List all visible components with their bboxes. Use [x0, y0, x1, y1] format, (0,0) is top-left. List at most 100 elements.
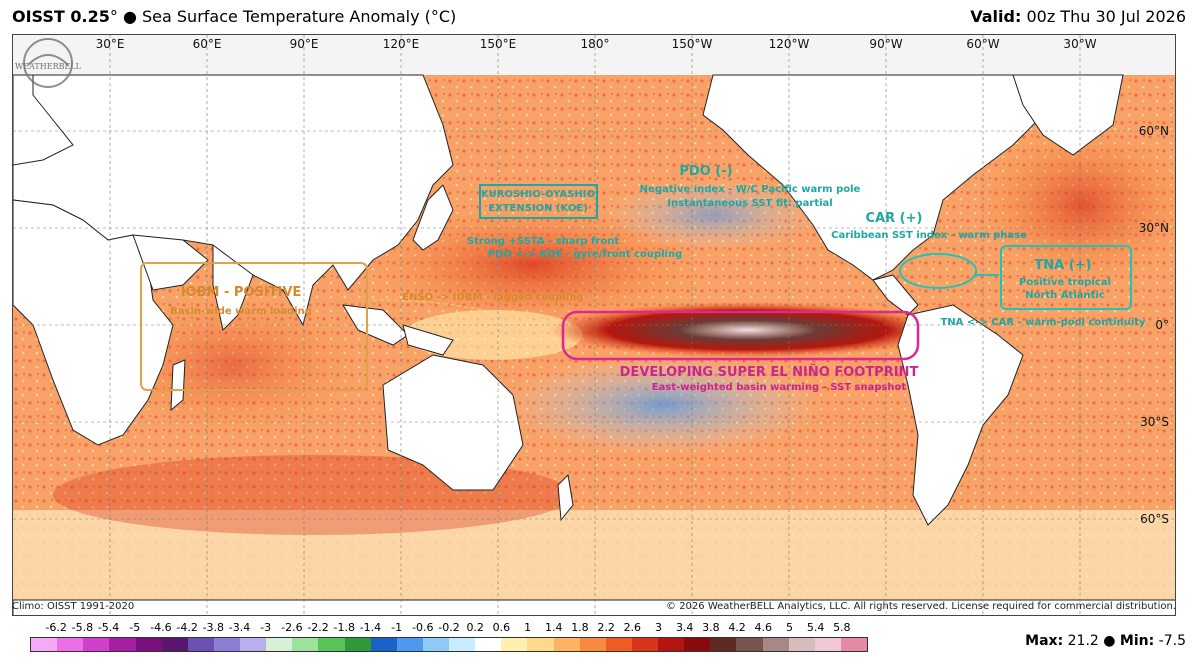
colorbar-swatch — [840, 638, 867, 651]
tna-note-region: North Atlantic — [1025, 290, 1105, 301]
india — [212, 244, 254, 331]
lon-label: 90°W — [869, 37, 903, 51]
colorbar-swatch — [187, 638, 214, 651]
colorbar-swatch — [631, 638, 658, 651]
lon-label: 150°E — [479, 37, 517, 51]
max-value: 21.2 — [1067, 633, 1099, 649]
east-north-pacific-cool — [603, 180, 823, 250]
pdo-note-fit: Instantaneous SST fit: partial — [667, 198, 833, 209]
japan — [412, 184, 454, 251]
australia — [382, 354, 524, 491]
lon-label: 60°W — [966, 37, 1000, 51]
colorbar-tick-label: -3.8 — [202, 621, 225, 634]
degree-mark: ° — [109, 7, 118, 26]
colorbar-swatch — [684, 638, 711, 651]
colorbar-swatch — [501, 638, 528, 651]
colorbar-swatch — [814, 638, 841, 651]
central-america — [872, 274, 919, 316]
car-oval — [899, 253, 977, 289]
tna-box — [1000, 245, 1132, 310]
car-note: Caribbean SST index - warm phase — [831, 230, 1027, 241]
colorbar-swatch — [475, 638, 502, 651]
colorbar-swatch — [240, 638, 267, 651]
max-min-readout: Max: 21.2 ● Min: -7.5 — [1025, 633, 1186, 649]
colorbar-swatch — [658, 638, 685, 651]
colorbar-tick-label: -5 — [129, 621, 141, 634]
map-title: OISST 0.25° ● Sea Surface Temperature An… — [12, 7, 456, 26]
colorbar-tick-label: -3.4 — [228, 621, 251, 634]
colorbar-tick-label: 0.2 — [466, 621, 484, 634]
lon-label: 60°E — [192, 37, 222, 51]
colorbar-tick-label: -1.8 — [333, 621, 355, 634]
valid-value: 00z Thu 30 Jul 2026 — [1026, 7, 1186, 26]
colorbar-tick-label: 5.8 — [833, 621, 851, 634]
colorbar-tick-label: 5.4 — [806, 621, 825, 634]
readout-separator: ● — [1103, 633, 1116, 649]
max-label: Max: — [1025, 633, 1064, 649]
colorbar-swatch — [762, 638, 789, 651]
colorbar-tick-label: 0.6 — [492, 621, 511, 634]
colorbar-swatch — [788, 638, 815, 651]
lon-label: 30°E — [95, 37, 125, 51]
elnino-note: East-weighted basin warming - SST snapsh… — [651, 382, 907, 393]
colorbar-tick-label: 1 — [524, 621, 532, 634]
lon-label: 120°E — [382, 37, 420, 51]
colorbar-swatch — [605, 638, 632, 651]
colorbar-swatch — [135, 638, 162, 651]
bullet-separator: ● — [122, 7, 137, 26]
product-name: OISST 0.25 — [12, 7, 110, 26]
tna-title: TNA (+) — [1034, 258, 1092, 273]
tna-car-link-label: TNA <-> CAR - warm-pool continuity — [940, 317, 1146, 328]
iobm-title: IOBM - POSITIVE — [180, 285, 302, 300]
colorbar-swatch — [553, 638, 580, 651]
colorbar-swatch — [736, 638, 763, 651]
valid-time: Valid: 00z Thu 30 Jul 2026 — [970, 7, 1186, 26]
colorbar-tick-label: -1.4 — [359, 621, 382, 634]
colorbar-swatch — [710, 638, 737, 651]
elnino-title: DEVELOPING SUPER EL NIÑO FOOTPRINT — [619, 365, 919, 380]
enso-iobm-label: ENSO -> IOBM - lagged coupling — [402, 292, 584, 303]
colorbar-swatch — [83, 638, 110, 651]
colorbar-swatch — [422, 638, 449, 651]
colorbar-swatch — [109, 638, 136, 651]
north-atlantic-warm — [973, 125, 1175, 285]
colorbar-tick-label: -2.6 — [281, 621, 303, 634]
koe-title: KUROSHIO-OYASHIO — [481, 189, 595, 200]
min-value: -7.5 — [1158, 633, 1186, 649]
colorbar-tick-label: -4.2 — [176, 621, 198, 634]
colorbar-tick-label: -0.6 — [412, 621, 434, 634]
map-canvas — [13, 35, 1175, 615]
europe — [13, 74, 74, 166]
colorbar-swatch — [161, 638, 188, 651]
pdo-title: PDO (-) — [679, 164, 733, 179]
min-label: Min: — [1119, 633, 1155, 649]
valid-label: Valid: — [970, 7, 1022, 26]
colorbar-tick-label: -5.8 — [71, 621, 94, 634]
south-pacific-cool — [503, 355, 823, 455]
colorbar-tick-label: -5.4 — [97, 621, 120, 634]
iobm-note: Basin-wide warm loading — [170, 306, 312, 317]
enso-iobm-link — [372, 299, 484, 311]
lon-label: 120°W — [768, 37, 810, 51]
logo-text: WEATHERBELL — [15, 62, 82, 71]
lat-label: 60°N — [1138, 124, 1169, 138]
colorbar-swatch — [527, 638, 554, 651]
copyright-note: © 2026 WeatherBELL Analytics, LLC. All r… — [666, 601, 1176, 612]
new-guinea — [402, 324, 454, 356]
lon-label: 90°E — [289, 37, 319, 51]
lat-label: 60°S — [1140, 512, 1169, 526]
colorbar-tick-label: -1 — [391, 621, 403, 634]
colorbar-tick-label: 1.8 — [571, 621, 589, 634]
colorbar-tick-label: 4.2 — [728, 621, 746, 634]
koe-note-front: Strong +SSTA - sharp front — [466, 236, 620, 247]
car-title: CAR (+) — [865, 211, 923, 226]
africa — [13, 199, 174, 446]
lat-label: 30°S — [1140, 415, 1169, 429]
colorbar-swatch — [292, 638, 319, 651]
colorbar-tick-label: -6.2 — [45, 621, 67, 634]
colorbar-tick-label: 3 — [655, 621, 662, 634]
lat-label: 0° — [1155, 318, 1169, 332]
iobm-box — [140, 262, 368, 391]
colorbar-labels: -6.2 -5.8 -5.4 -5 -4.6 -4.2 -3.8 -3.4 -3 -2.6 -2.2… — [14, 621, 860, 635]
colorbar-tick-label: 2.2 — [597, 621, 615, 634]
